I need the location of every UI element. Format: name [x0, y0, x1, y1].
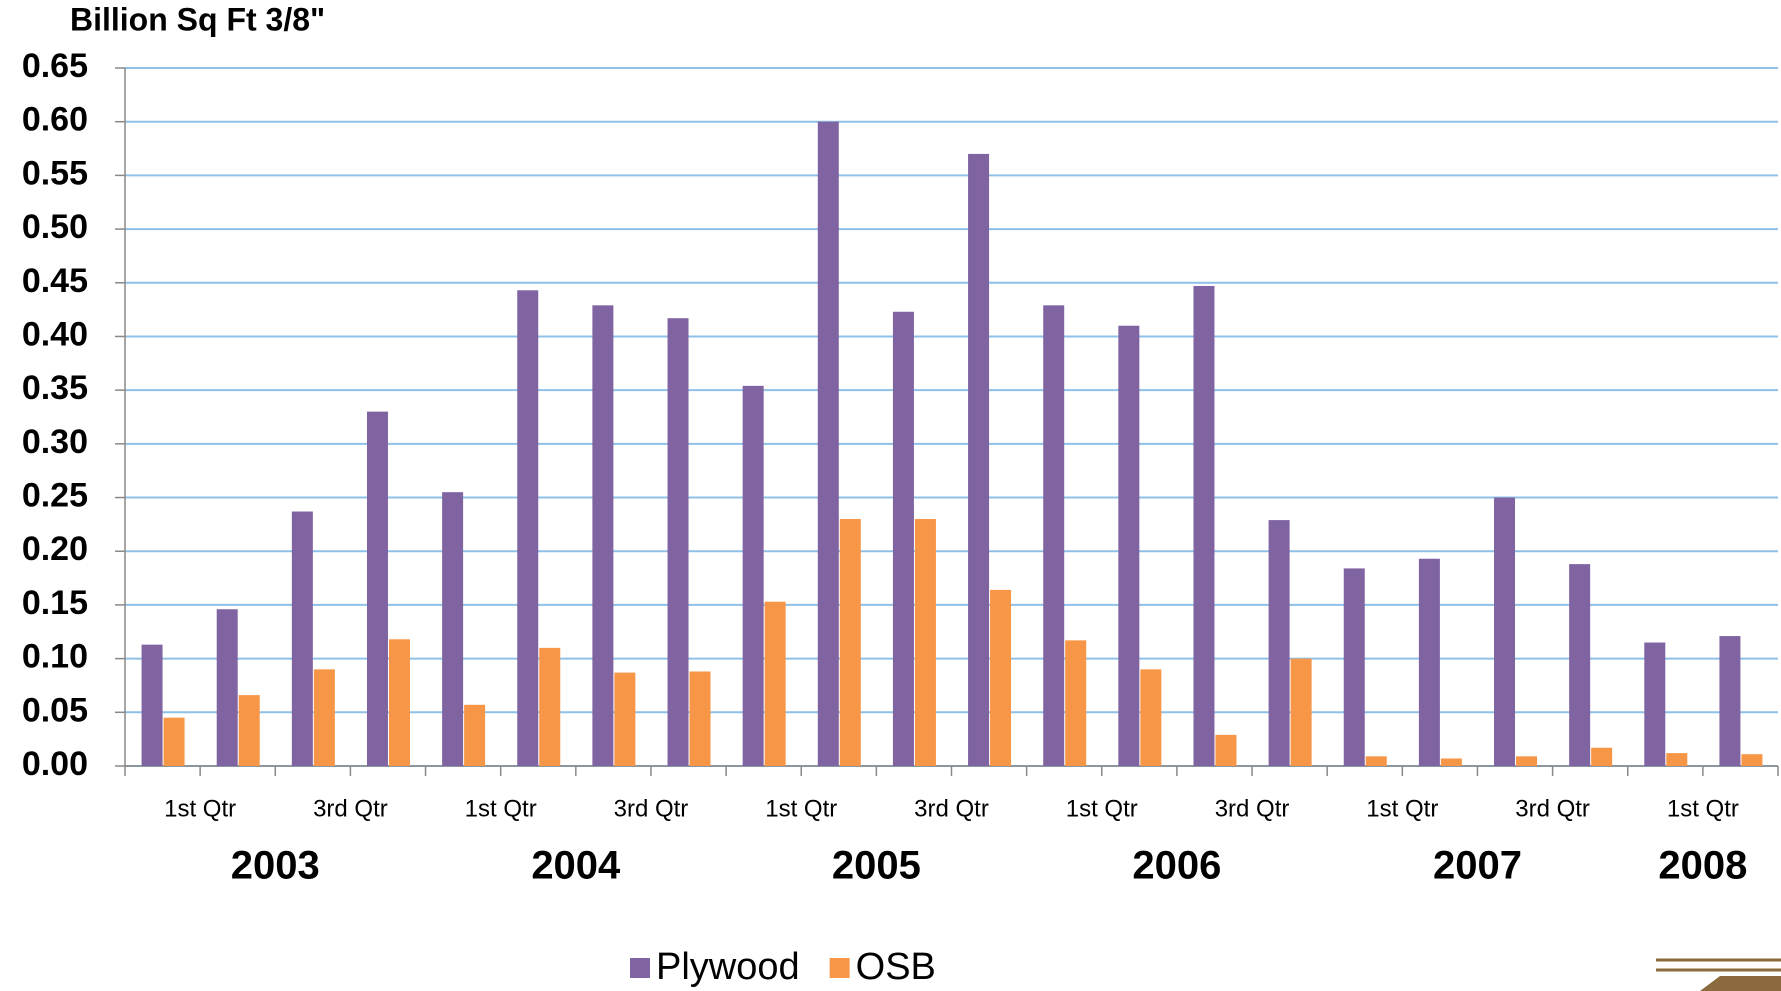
bar	[1290, 658, 1312, 766]
bar	[163, 717, 185, 766]
bar	[1268, 520, 1290, 766]
bar	[1666, 753, 1688, 766]
bar	[464, 704, 486, 766]
bar	[689, 671, 711, 766]
x-tick-label: 1st Qtr	[1066, 795, 1138, 822]
bar	[1365, 756, 1387, 766]
bar	[1043, 305, 1065, 766]
x-tick-label: 1st Qtr	[1366, 795, 1438, 822]
bar	[892, 311, 914, 766]
bar	[914, 519, 936, 766]
y-tick-label: 0.45	[22, 262, 88, 300]
group-label: 2008	[1658, 844, 1747, 888]
bar	[1494, 497, 1516, 766]
x-tick-label: 1st Qtr	[765, 795, 837, 822]
bar	[764, 601, 786, 766]
x-tick-label: 3rd Qtr	[914, 795, 989, 822]
bar	[817, 121, 839, 766]
y-tick-label: 0.30	[22, 423, 88, 461]
bar	[1140, 669, 1162, 766]
y-tick-label: 0.20	[22, 530, 88, 568]
bar	[238, 695, 260, 766]
y-tick-label: 0.55	[22, 154, 88, 192]
y-tick-label: 0.65	[22, 47, 88, 85]
group-label: 2005	[832, 844, 921, 888]
legend-swatch	[630, 958, 650, 978]
group-label: 2006	[1132, 844, 1221, 888]
y-tick-label: 0.35	[22, 369, 88, 407]
legend-label: Plywood	[656, 946, 800, 988]
bar	[1418, 558, 1440, 766]
bar	[1516, 756, 1538, 766]
bar	[1193, 285, 1215, 766]
bar	[1118, 325, 1140, 766]
bar	[1065, 640, 1087, 766]
bar	[388, 639, 410, 766]
y-tick-label: 0.00	[22, 745, 88, 783]
bar	[614, 672, 636, 766]
y-tick-label: 0.05	[22, 691, 88, 729]
bar	[442, 492, 464, 766]
y-tick-label: 0.40	[22, 315, 88, 353]
x-tick-label: 3rd Qtr	[1515, 795, 1590, 822]
bar	[1215, 734, 1237, 766]
bar	[366, 411, 388, 766]
bar	[313, 669, 335, 766]
bar	[1719, 636, 1741, 766]
x-tick-label: 1st Qtr	[465, 795, 537, 822]
bar	[216, 609, 238, 766]
y-tick-label: 0.10	[22, 638, 88, 676]
bar	[742, 385, 764, 766]
bar	[517, 290, 539, 766]
bar	[968, 153, 990, 766]
bar	[141, 644, 163, 766]
bar	[1343, 568, 1365, 766]
legend-swatch	[829, 958, 850, 978]
group-label: 2004	[531, 844, 621, 888]
bar	[1644, 642, 1666, 766]
x-tick-label: 3rd Qtr	[614, 795, 689, 822]
y-tick-label: 0.15	[22, 584, 88, 622]
x-tick-label: 1st Qtr	[164, 795, 236, 822]
bar	[592, 305, 614, 766]
bar	[1741, 754, 1763, 766]
group-label: 2003	[231, 844, 320, 888]
y-tick-label: 0.50	[22, 208, 88, 246]
bar	[667, 318, 689, 766]
bar	[539, 647, 561, 766]
logo	[1656, 958, 1781, 991]
bar	[990, 589, 1012, 766]
bar	[291, 511, 313, 766]
group-label: 2007	[1433, 844, 1522, 888]
chart-title: Billion Sq Ft 3/8"	[70, 1, 325, 37]
bar	[1440, 758, 1462, 766]
y-tick-label: 0.60	[22, 101, 88, 139]
x-tick-label: 3rd Qtr	[1215, 795, 1290, 822]
legend-label: OSB	[856, 946, 936, 988]
x-tick-label: 1st Qtr	[1667, 795, 1739, 822]
logo-shape	[1700, 976, 1781, 991]
x-tick-label: 3rd Qtr	[313, 795, 388, 822]
y-tick-label: 0.25	[22, 477, 88, 515]
bar	[1591, 747, 1613, 766]
bar	[1569, 564, 1591, 766]
bar	[839, 519, 861, 766]
